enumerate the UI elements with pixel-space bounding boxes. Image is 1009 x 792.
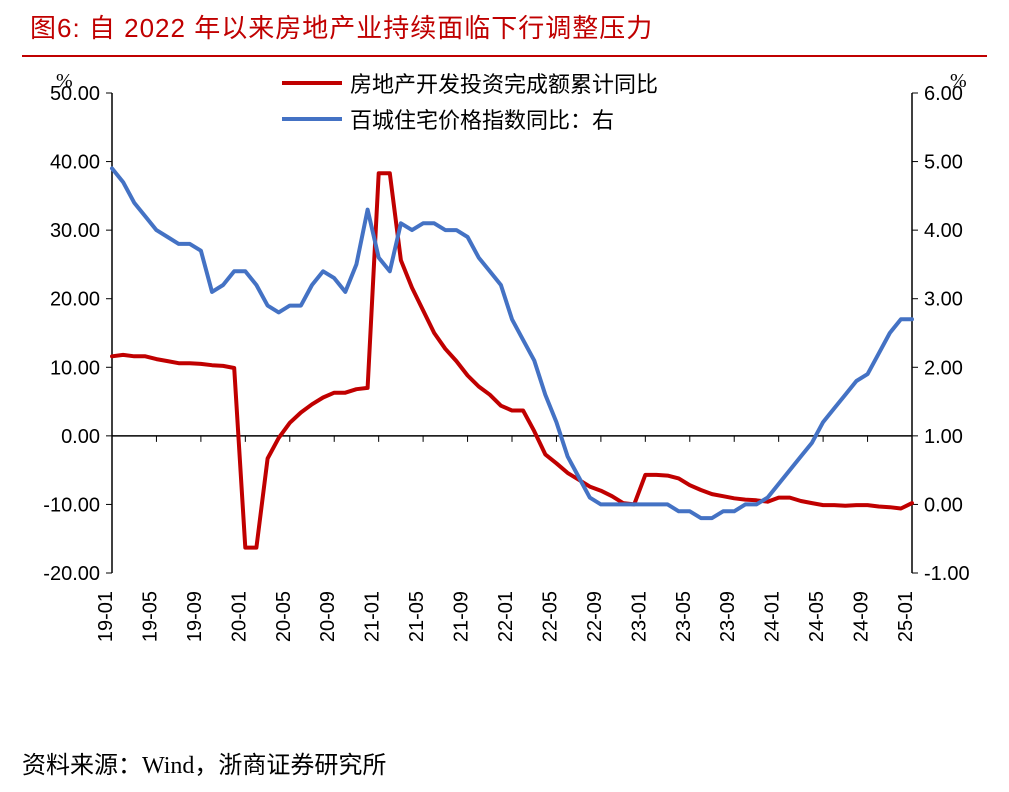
- svg-text:2.00: 2.00: [924, 357, 963, 379]
- svg-text:21-09: 21-09: [451, 591, 473, 642]
- legend-swatch-2: [282, 117, 342, 121]
- svg-text:20.00: 20.00: [50, 289, 100, 311]
- source-text: 资料来源：Wind，浙商证券研究所: [0, 733, 1009, 792]
- svg-text:24-05: 24-05: [806, 591, 828, 642]
- svg-text:19-05: 19-05: [139, 591, 161, 642]
- svg-text:19-09: 19-09: [184, 591, 206, 642]
- svg-text:21-01: 21-01: [362, 591, 384, 642]
- svg-text:5.00: 5.00: [924, 152, 963, 174]
- legend-item-1: 房地产开发投资完成额累计同比: [282, 67, 658, 99]
- svg-text:24-09: 24-09: [851, 591, 873, 642]
- svg-text:1.00: 1.00: [924, 426, 963, 448]
- legend-label-2: 百城住宅价格指数同比：右: [350, 103, 614, 135]
- svg-text:0.00: 0.00: [61, 426, 100, 448]
- svg-text:19-01: 19-01: [95, 591, 117, 642]
- svg-text:23-09: 23-09: [717, 591, 739, 642]
- legend-item-2: 百城住宅价格指数同比：右: [282, 103, 658, 135]
- svg-text:20-01: 20-01: [228, 591, 250, 642]
- svg-text:23-05: 23-05: [673, 591, 695, 642]
- title-underline: [22, 55, 987, 57]
- chart-svg: %%-20.00-10.000.0010.0020.0030.0040.0050…: [22, 63, 987, 733]
- chart-container: 房地产开发投资完成额累计同比 百城住宅价格指数同比：右 %%-20.00-10.…: [22, 63, 987, 733]
- svg-text:24-01: 24-01: [762, 591, 784, 642]
- svg-text:-20.00: -20.00: [43, 563, 100, 585]
- svg-text:30.00: 30.00: [50, 220, 100, 242]
- svg-text:40.00: 40.00: [50, 152, 100, 174]
- svg-text:20-05: 20-05: [273, 591, 295, 642]
- svg-text:22-05: 22-05: [539, 591, 561, 642]
- svg-text:22-09: 22-09: [584, 591, 606, 642]
- svg-text:3.00: 3.00: [924, 289, 963, 311]
- figure-title: 图6: 自 2022 年以来房地产业持续面临下行调整压力: [0, 0, 1009, 55]
- svg-text:10.00: 10.00: [50, 357, 100, 379]
- svg-text:23-01: 23-01: [628, 591, 650, 642]
- svg-text:50.00: 50.00: [50, 83, 100, 105]
- svg-text:22-01: 22-01: [495, 591, 517, 642]
- legend-swatch-1: [282, 81, 342, 85]
- svg-text:4.00: 4.00: [924, 220, 963, 242]
- svg-text:25-01: 25-01: [895, 591, 917, 642]
- svg-text:6.00: 6.00: [924, 83, 963, 105]
- svg-text:0.00: 0.00: [924, 494, 963, 516]
- svg-text:21-05: 21-05: [406, 591, 428, 642]
- svg-text:20-09: 20-09: [317, 591, 339, 642]
- svg-text:-10.00: -10.00: [43, 494, 100, 516]
- legend-label-1: 房地产开发投资完成额累计同比: [350, 67, 658, 99]
- svg-text:-1.00: -1.00: [924, 563, 970, 585]
- legend: 房地产开发投资完成额累计同比 百城住宅价格指数同比：右: [282, 67, 658, 139]
